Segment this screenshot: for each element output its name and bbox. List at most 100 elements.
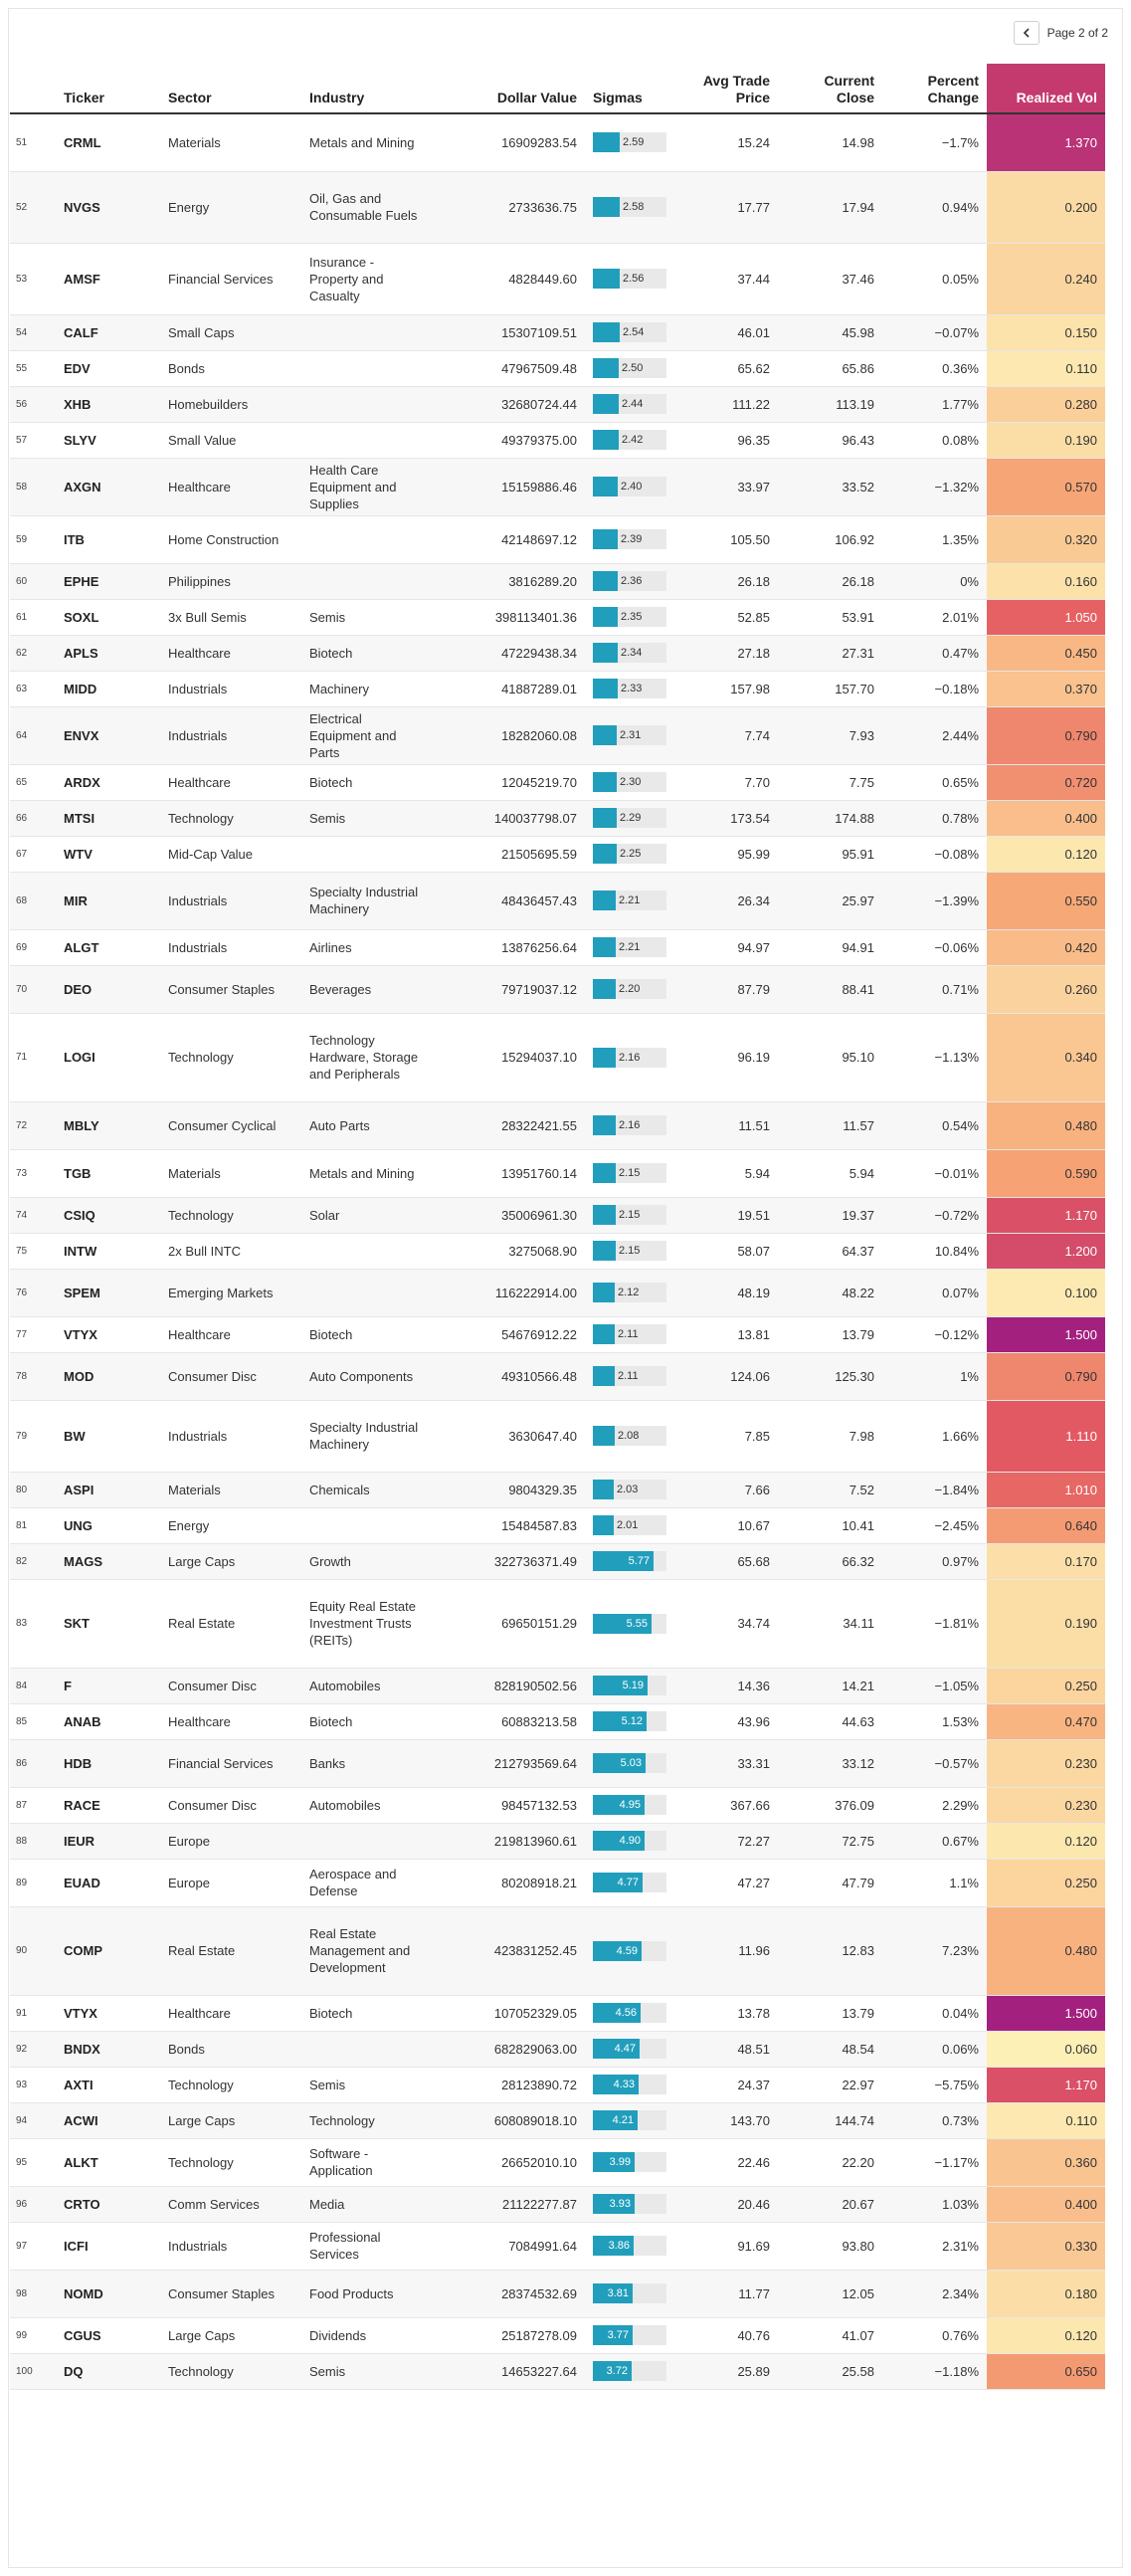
table-row[interactable]: 98 NOMD Consumer Staples Food Products 28374… xyxy=(10,2270,1105,2318)
table-row[interactable]: 100 DQ Technology Semis 14653227.64 3.72 25.89… xyxy=(10,2353,1105,2390)
table-row[interactable]: 80 ASPI Materials Chemicals 9804329.35 2.03 7.… xyxy=(10,1472,1105,1508)
sigma-value: 3.99 xyxy=(609,2156,631,2168)
table-row[interactable]: 94 ACWI Large Caps Technology 608089018.10 4.… xyxy=(10,2102,1105,2139)
sigmas-cell: 2.03 xyxy=(585,1472,670,1508)
table-row[interactable]: 51 CRML Materials Metals and Mining 16909283… xyxy=(10,113,1105,172)
row-index: 55 xyxy=(10,350,56,387)
col-ticker[interactable]: Ticker xyxy=(56,64,160,114)
table-row[interactable]: 95 ALKT Technology Software - Application 26… xyxy=(10,2138,1105,2187)
table-row[interactable]: 59 ITB Home Construction 42148697.12 2.39 105… xyxy=(10,515,1105,564)
table-row[interactable]: 88 IEUR Europe 219813960.61 4.90 72.27 72.75 0.… xyxy=(10,1823,1105,1860)
sector-cell: Technology xyxy=(160,800,301,837)
current-close-cell: 41.07 xyxy=(778,2317,882,2354)
table-row[interactable]: 77 VTYX Healthcare Biotech 54676912.22 2.11 13… xyxy=(10,1316,1105,1353)
table-row[interactable]: 93 AXTI Technology Semis 28123890.72 4.33 24.3… xyxy=(10,2067,1105,2103)
table-row[interactable]: 66 MTSI Technology Semis 140037798.07 2.29 173… xyxy=(10,800,1105,837)
table-row[interactable]: 61 SOXL 3x Bull Semis Semis 398113401.36 2.35… xyxy=(10,599,1105,636)
previous-page-button[interactable] xyxy=(1013,21,1039,45)
current-close-cell: 37.46 xyxy=(778,243,882,315)
row-index: 88 xyxy=(10,1823,56,1860)
realized-vol-cell: 0.100 xyxy=(987,1269,1105,1317)
table-row[interactable]: 92 BNDX Bonds 682829063.00 4.47 48.51 48.54 0.0… xyxy=(10,2031,1105,2068)
sigma-bar: 3.93 xyxy=(593,2194,666,2214)
industry-cell: Aerospace and Defense xyxy=(301,1859,433,1907)
table-row[interactable]: 74 CSIQ Technology Solar 35006961.30 2.15 19.5… xyxy=(10,1197,1105,1234)
table-row[interactable]: 58 AXGN Healthcare Health Care Equipment an… xyxy=(10,458,1105,516)
table-row[interactable]: 96 CRTO Comm Services Media 21122277.87 3.93 2… xyxy=(10,2186,1105,2223)
table-row[interactable]: 57 SLYV Small Value 49379375.00 2.42 96.35 96.… xyxy=(10,422,1105,459)
table-row[interactable]: 53 AMSF Financial Services Insurance - Prop… xyxy=(10,243,1105,315)
table-row[interactable]: 83 SKT Real Estate Equity Real Estate Inves… xyxy=(10,1579,1105,1669)
table-row[interactable]: 90 COMP Real Estate Real Estate Management … xyxy=(10,1906,1105,1996)
table-row[interactable]: 76 SPEM Emerging Markets 116222914.00 2.12 48… xyxy=(10,1269,1105,1317)
table-row[interactable]: 70 DEO Consumer Staples Beverages 79719037.1… xyxy=(10,965,1105,1014)
col-dollar-value[interactable]: Dollar Value xyxy=(433,64,585,114)
col-realized-vol[interactable]: Realized Vol xyxy=(987,64,1105,114)
table-row[interactable]: 62 APLS Healthcare Biotech 47229438.34 2.34 27… xyxy=(10,635,1105,672)
table-row[interactable]: 89 EUAD Europe Aerospace and Defense 8020891… xyxy=(10,1859,1105,1907)
table-row[interactable]: 68 MIR Industrials Specialty Industrial Mac… xyxy=(10,872,1105,930)
sector-cell: Europe xyxy=(160,1823,301,1860)
sector-cell: 3x Bull Semis xyxy=(160,599,301,636)
table-row[interactable]: 71 LOGI Technology Technology Hardware, Sto… xyxy=(10,1013,1105,1102)
table-row[interactable]: 54 CALF Small Caps 15307109.51 2.54 46.01 45.9… xyxy=(10,314,1105,351)
dollar-value-cell: 18282060.08 xyxy=(433,706,585,765)
table-row[interactable]: 67 WTV Mid-Cap Value 21505695.59 2.25 95.99 95… xyxy=(10,836,1105,873)
table-row[interactable]: 63 MIDD Industrials Machinery 41887289.01 2.3… xyxy=(10,671,1105,707)
table-row[interactable]: 87 RACE Consumer Disc Automobiles 98457132.5… xyxy=(10,1787,1105,1824)
dollar-value-cell: 7084991.64 xyxy=(433,2222,585,2271)
col-current-close[interactable]: Current Close xyxy=(778,64,882,114)
current-close-cell: 376.09 xyxy=(778,1787,882,1824)
row-index: 64 xyxy=(10,706,56,765)
table-row[interactable]: 99 CGUS Large Caps Dividends 25187278.09 3.77… xyxy=(10,2317,1105,2354)
avg-trade-price-cell: 173.54 xyxy=(670,800,778,837)
avg-trade-price-cell: 95.99 xyxy=(670,836,778,873)
table-row[interactable]: 81 UNG Energy 15484587.83 2.01 10.67 10.41 −2.4… xyxy=(10,1507,1105,1544)
col-avg-trade-price[interactable]: Avg Trade Price xyxy=(670,64,778,114)
table-row[interactable]: 56 XHB Homebuilders 32680724.44 2.44 111.22 11… xyxy=(10,386,1105,423)
table-row[interactable]: 73 TGB Materials Metals and Mining 13951760.… xyxy=(10,1149,1105,1198)
sigma-value: 2.21 xyxy=(619,894,641,906)
dollar-value-cell: 80208918.21 xyxy=(433,1859,585,1907)
table-row[interactable]: 78 MOD Consumer Disc Auto Components 4931056… xyxy=(10,1352,1105,1401)
table-row[interactable]: 72 MBLY Consumer Cyclical Auto Parts 2832242… xyxy=(10,1101,1105,1150)
current-close-cell: 66.32 xyxy=(778,1543,882,1580)
avg-trade-price-cell: 40.76 xyxy=(670,2317,778,2354)
sigma-bar-fill xyxy=(593,2194,635,2214)
sigma-bar: 3.77 xyxy=(593,2325,666,2345)
table-row[interactable]: 60 EPHE Philippines 3816289.20 2.36 26.18 26.1… xyxy=(10,563,1105,600)
table-row[interactable]: 75 INTW 2x Bull INTC 3275068.90 2.15 58.07 64.… xyxy=(10,1233,1105,1270)
table-row[interactable]: 91 VTYX Healthcare Biotech 107052329.05 4.56 1… xyxy=(10,1995,1105,2032)
col-percent-change[interactable]: Percent Change xyxy=(882,64,987,114)
realized-vol-cell: 0.150 xyxy=(987,314,1105,351)
ticker-cell: NVGS xyxy=(56,171,160,244)
table-row[interactable]: 79 BW Industrials Specialty Industrial Mach… xyxy=(10,1400,1105,1473)
sigma-bar: 2.40 xyxy=(593,477,666,496)
sector-cell: Consumer Disc xyxy=(160,1352,301,1401)
ticker-cell: CSIQ xyxy=(56,1197,160,1234)
table-row[interactable]: 55 EDV Bonds 47967509.48 2.50 65.62 65.86 0.36%… xyxy=(10,350,1105,387)
table-row[interactable]: 64 ENVX Industrials Electrical Equipment an… xyxy=(10,706,1105,765)
ticker-cell: DEO xyxy=(56,965,160,1014)
dollar-value-cell: 140037798.07 xyxy=(433,800,585,837)
realized-vol-cell: 1.010 xyxy=(987,1472,1105,1508)
table-row[interactable]: 97 ICFI Industrials Professional Services 70… xyxy=(10,2222,1105,2271)
avg-trade-price-cell: 94.97 xyxy=(670,929,778,966)
row-index: 71 xyxy=(10,1013,56,1102)
table-row[interactable]: 82 MAGS Large Caps Growth 322736371.49 5.77 65… xyxy=(10,1543,1105,1580)
dollar-value-cell: 4828449.60 xyxy=(433,243,585,315)
col-sigmas[interactable]: Sigmas xyxy=(585,64,670,114)
sigma-value: 2.16 xyxy=(619,1051,641,1064)
table-row[interactable]: 86 HDB Financial Services Banks 212793569.64… xyxy=(10,1739,1105,1788)
table-row[interactable]: 85 ANAB Healthcare Biotech 60883213.58 5.12 43… xyxy=(10,1703,1105,1740)
sigma-bar: 2.44 xyxy=(593,394,666,414)
col-industry[interactable]: Industry xyxy=(301,64,433,114)
table-row[interactable]: 69 ALGT Industrials Airlines 13876256.64 2.21… xyxy=(10,929,1105,966)
sigma-bar-fill xyxy=(593,477,618,496)
table-row[interactable]: 65 ARDX Healthcare Biotech 12045219.70 2.30 7.… xyxy=(10,764,1105,801)
table-row[interactable]: 84 F Consumer Disc Automobiles 828190502.56 5… xyxy=(10,1668,1105,1704)
col-sector[interactable]: Sector xyxy=(160,64,301,114)
table-row[interactable]: 52 NVGS Energy Oil, Gas and Consumable Fuel… xyxy=(10,171,1105,244)
sigma-bar-fill xyxy=(593,679,618,698)
row-index: 97 xyxy=(10,2222,56,2271)
